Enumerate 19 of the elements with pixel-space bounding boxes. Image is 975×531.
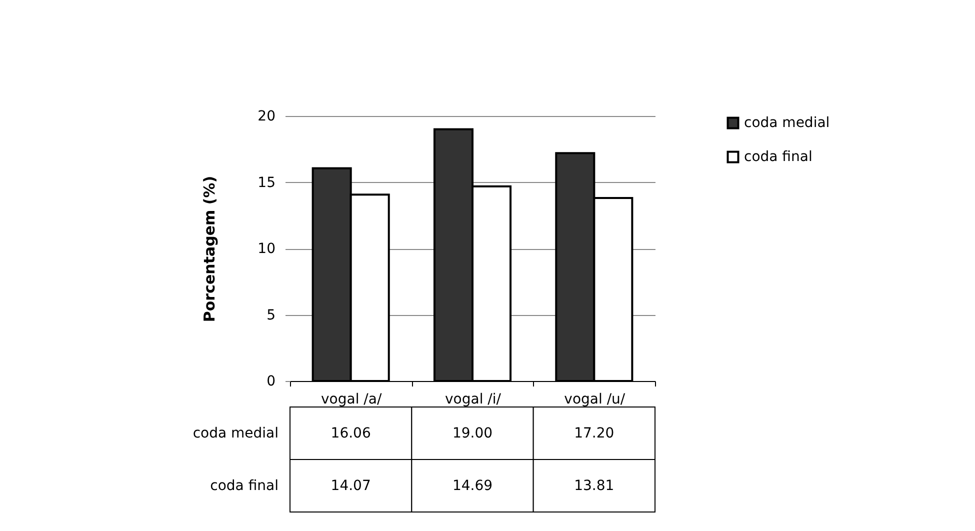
y-tick-label: 15 [258, 174, 276, 191]
y-axis-title: Porcentagem (%) [200, 176, 219, 322]
y-tick-label: 5 [266, 307, 276, 324]
y-tick-label: 20 [258, 108, 276, 124]
data-label: 17.20 [574, 425, 614, 442]
legend-label: coda medial [744, 115, 830, 131]
text: coda final [210, 478, 278, 494]
data-label: 16.06 [330, 425, 371, 442]
y-tick-label: 0 [266, 374, 276, 390]
data-label: 14.69 [452, 478, 493, 494]
y-tick-label: 10 [258, 241, 276, 257]
text: coda medial [192, 425, 278, 442]
data-label: 13.81 [574, 478, 614, 494]
data-label: 19.00 [452, 425, 493, 442]
x-tick-label: vogal /u/ [564, 392, 626, 408]
x-tick-label: vogal /a/ [320, 392, 382, 408]
x-tick-label: vogal /i/ [445, 392, 502, 408]
data-label: 14.07 [330, 478, 371, 494]
legend-label: coda final [744, 149, 812, 165]
